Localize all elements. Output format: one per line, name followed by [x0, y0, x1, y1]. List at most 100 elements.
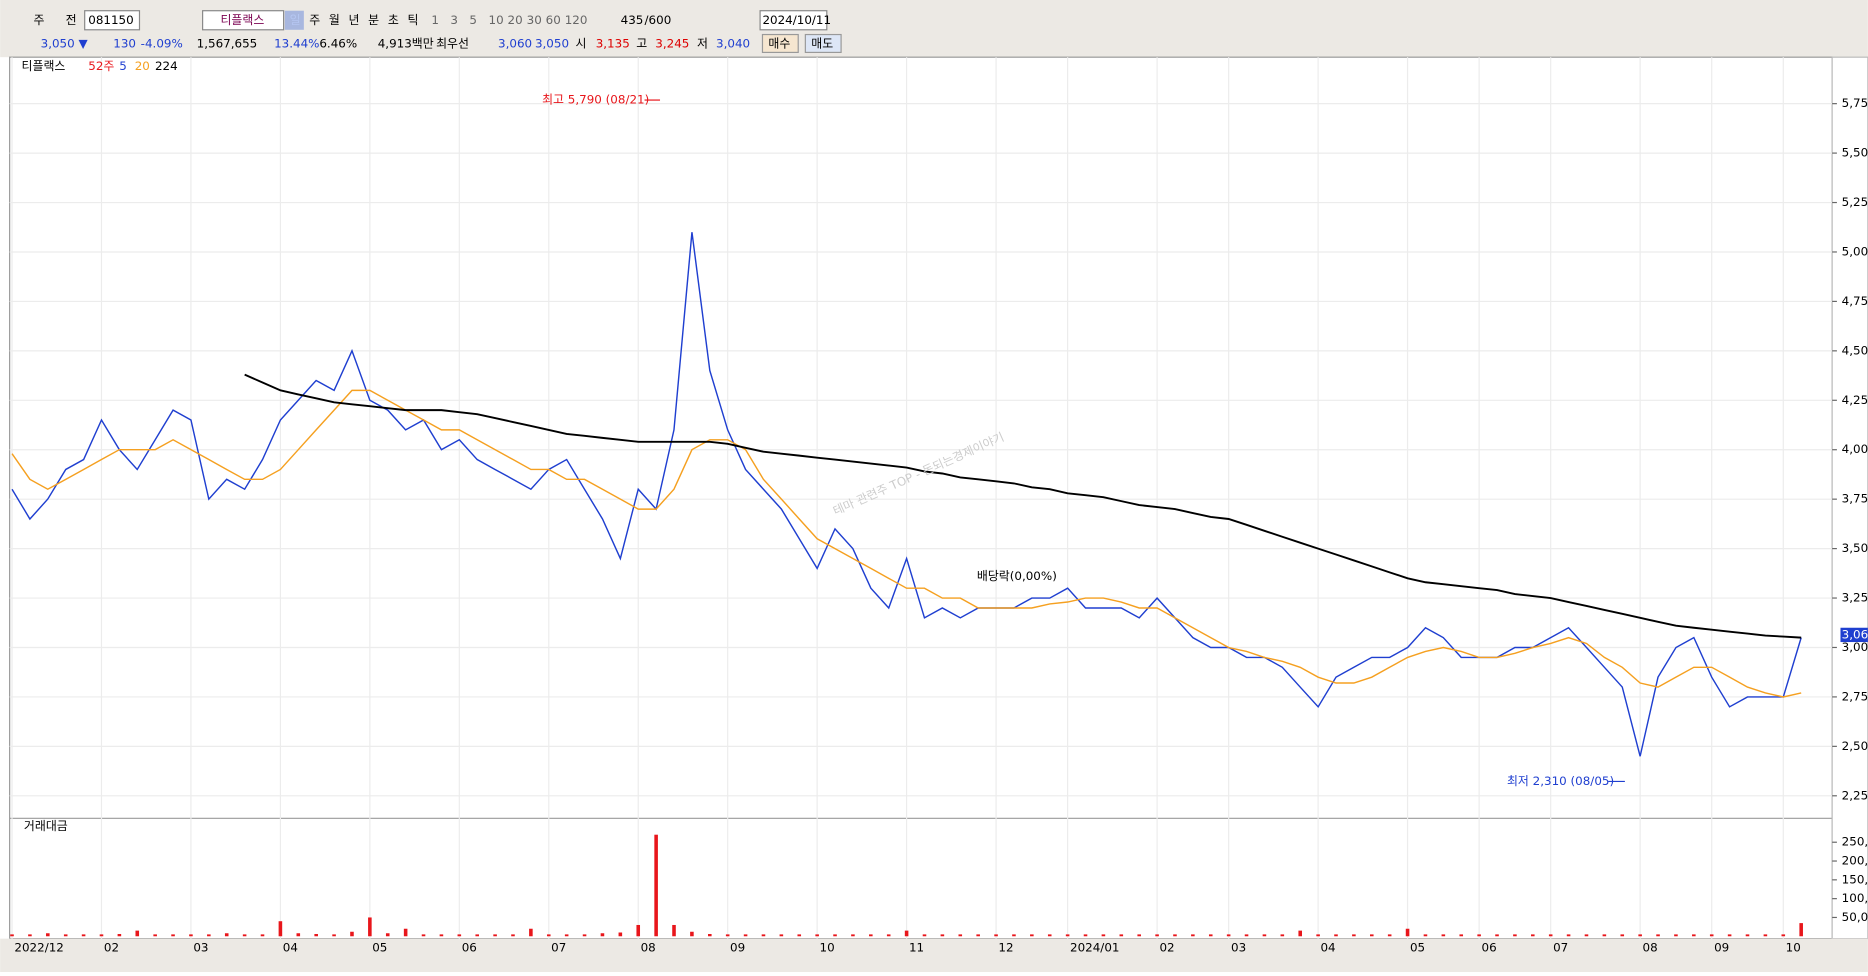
- y-tick-label: 3,750: [1842, 492, 1868, 506]
- x-tick-label: 03: [193, 941, 208, 955]
- interval-button: 60: [546, 13, 561, 27]
- y-tick-label: 4,750: [1842, 294, 1868, 308]
- x-tick-label: 04: [1320, 941, 1335, 955]
- volume-bar: [1602, 934, 1607, 937]
- volume-bar: [63, 934, 68, 937]
- volume-bar: [117, 934, 122, 937]
- ma-line: [11, 232, 1802, 757]
- info-best-ask: 3,060: [498, 37, 532, 51]
- x-tick-label: 04: [283, 941, 298, 955]
- volume-bar: [1405, 928, 1410, 937]
- volume-bar: [153, 934, 157, 937]
- volume-bar: [457, 934, 462, 937]
- volume-bar: [278, 921, 283, 937]
- volume-bar: [1173, 934, 1177, 937]
- period-button: 주: [309, 13, 320, 27]
- x-tick-label: 09: [730, 941, 745, 955]
- volume-bar: [1262, 934, 1267, 937]
- y-tick-label: 2,250: [1842, 788, 1868, 802]
- y-tick-label: 2,750: [1842, 689, 1868, 703]
- code-box[interactable]: [84, 10, 141, 31]
- x-tick-label: 2022/12: [14, 941, 63, 955]
- period-button: 일: [290, 13, 301, 27]
- volume-bar: [1513, 934, 1517, 937]
- x-tick-label: 11: [909, 941, 924, 955]
- x-tick-label: 06: [1482, 941, 1497, 955]
- volume-bar: [940, 934, 945, 937]
- volume-bar: [636, 924, 641, 937]
- volume-bar: [1030, 934, 1034, 937]
- period-button: 초: [388, 13, 399, 27]
- volume-bar: [708, 934, 712, 937]
- volume-bar: [922, 934, 927, 937]
- volume-bar: [189, 934, 193, 937]
- volume-bar: [493, 934, 497, 937]
- info-ratio: 6.46%: [319, 37, 357, 51]
- volume-bar: [743, 934, 748, 937]
- volume-bar: [690, 931, 694, 937]
- info-best-label: 최우선: [436, 37, 469, 51]
- volume-bar: [242, 934, 247, 937]
- interval-button: 120: [565, 13, 588, 27]
- info-change: 130: [113, 37, 136, 51]
- bar-count: 435: [621, 13, 644, 27]
- volume-bar: [1692, 934, 1696, 937]
- interval-button: 30: [527, 13, 542, 27]
- x-tick-label: 05: [1410, 941, 1425, 955]
- x-tick-label: 08: [1643, 941, 1658, 955]
- info-turnover: 13.44%: [274, 37, 319, 51]
- period-button: 년: [349, 13, 360, 27]
- volume-bar: [1763, 934, 1768, 937]
- y-tick-label: 3,500: [1842, 541, 1868, 555]
- chart-frame: [9, 56, 1833, 940]
- volume-bar: [958, 934, 963, 937]
- chart-title: 티플랙스: [22, 59, 66, 73]
- info-change-pct: -4.09%: [141, 37, 183, 51]
- volume-bar: [1477, 934, 1481, 937]
- x-tick-label: 08: [641, 941, 656, 955]
- volume-bar: [439, 934, 444, 937]
- volume-bar: [1531, 934, 1535, 937]
- volume-bar: [904, 930, 909, 937]
- interval-button: 5: [469, 13, 477, 27]
- x-tick-label: 07: [1553, 941, 1568, 955]
- x-tick-label: 10: [1786, 941, 1801, 955]
- volume-bar: [529, 928, 533, 937]
- volume-bar: [1495, 934, 1499, 937]
- volume-bar: [1369, 934, 1374, 937]
- volume-bar: [1423, 934, 1428, 937]
- y-tick-label: 4,500: [1842, 343, 1868, 357]
- y-tick-label: 4,250: [1842, 393, 1868, 407]
- y-tick-label: 50,0: [1842, 910, 1868, 924]
- volume-bar: [654, 834, 658, 937]
- date: 2024/10/11: [762, 13, 831, 27]
- volume-bar: [1709, 934, 1714, 937]
- ma-line: [244, 373, 1802, 639]
- volume-bar: [994, 934, 998, 937]
- y-tick-label: 100,0: [1842, 891, 1868, 905]
- toolbar-bg: [0, 0, 1868, 58]
- volume-bar: [886, 934, 891, 937]
- volume-bar: [976, 934, 980, 937]
- volume-bar: [475, 934, 479, 937]
- sell-button[interactable]: [804, 33, 842, 54]
- period-active[interactable]: [284, 10, 304, 30]
- info-open-label: 시: [575, 37, 586, 51]
- bar-max: /600: [645, 13, 672, 27]
- name-box[interactable]: [202, 10, 285, 31]
- annotation-dividend: 배당락(0,00%): [977, 569, 1057, 583]
- volume-bar: [1101, 934, 1106, 937]
- date-box[interactable]: [759, 10, 828, 31]
- volume-bar: [350, 931, 354, 937]
- info-high-label: 고: [636, 37, 647, 51]
- buy-button[interactable]: [761, 33, 799, 54]
- info-best-bid: 3,050: [535, 37, 569, 51]
- interval-button: 3: [450, 13, 458, 27]
- volume-bar: [1745, 934, 1750, 937]
- volume-bar: [1244, 934, 1249, 937]
- volume-bar: [421, 934, 426, 937]
- x-tick-label: 05: [372, 941, 387, 955]
- volume-bar: [1191, 934, 1195, 937]
- volume-bar: [81, 934, 86, 937]
